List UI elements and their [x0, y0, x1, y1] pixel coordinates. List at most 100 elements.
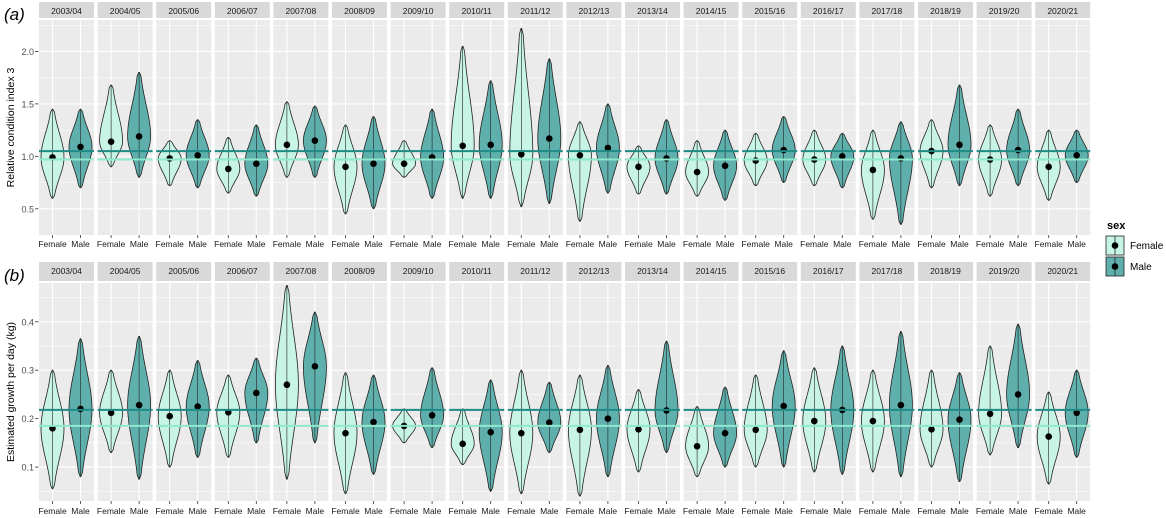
facet-strip-label: 2012/13: [579, 6, 610, 16]
x-tick-label: Male: [71, 239, 90, 249]
facet-2004-05: 2004/05 Female Male: [97, 262, 153, 516]
panel-background: [742, 20, 798, 235]
facet-strip: [390, 262, 446, 281]
x-tick-label: Female: [38, 506, 67, 516]
facet-strip: [918, 2, 973, 18]
facet-strip: [976, 262, 1032, 281]
mean-point-male: [311, 137, 319, 144]
x-tick-label: Female: [800, 239, 829, 249]
mean-point-male: [546, 419, 553, 426]
x-tick-label: Female: [273, 506, 302, 516]
mean-point-female: [693, 442, 701, 450]
panel-background: [156, 20, 212, 235]
y-axis-title: Estimated growth per day (kg): [5, 322, 17, 462]
x-tick-label: Male: [540, 506, 559, 516]
mean-point-male: [721, 162, 729, 170]
facet-2013-14: 2013/14 Female Male: [624, 262, 680, 516]
x-tick-label: Female: [156, 506, 185, 516]
facet-strip-label: 2006/07: [227, 266, 258, 276]
facet-2007-08: 2007/08 Female Male: [273, 2, 329, 249]
facet-2007-08: 2007/08 Female Male: [273, 262, 329, 516]
mean-point-male: [780, 402, 787, 410]
facet-strip-label: 2006/07: [227, 6, 258, 16]
facet-2014-15: 2014/15 Female Male: [683, 262, 739, 516]
x-tick-label: Male: [1009, 506, 1028, 516]
x-tick-label: Male: [599, 506, 618, 516]
mean-point-male: [311, 363, 319, 370]
x-tick-label: Female: [624, 506, 653, 516]
facet-strip-label: 2017/18: [872, 266, 903, 276]
facet-2010-11: 2010/11 Female Male: [449, 262, 505, 516]
facet-2015-16: 2015/16 Female Male: [742, 2, 798, 249]
x-tick-label: Female: [683, 506, 712, 516]
mean-point-female: [811, 417, 818, 425]
x-tick-label: Female: [156, 239, 185, 249]
facet-2005-06: 2005/06 Female Male: [156, 2, 212, 249]
facet-strip: [800, 262, 856, 281]
x-tick-label: Female: [800, 506, 829, 516]
x-tick-label: Female: [390, 506, 419, 516]
mean-point-male: [487, 428, 495, 436]
x-tick-label: Female: [273, 239, 302, 249]
facet-strip: [976, 2, 1032, 18]
facet-strip-label: 2003/04: [51, 6, 82, 16]
facet-strip-label: 2004/05: [110, 266, 141, 276]
facet-strip: [214, 2, 270, 18]
facet-strip: [214, 262, 270, 281]
x-tick-label: Male: [1067, 239, 1086, 249]
mean-point-female: [225, 165, 232, 173]
facet-strip: [97, 262, 153, 281]
facet-2012-13: 2012/13 Female Male: [566, 262, 622, 516]
facet-strip-label: 2011/12: [520, 6, 550, 16]
facet-strip: [449, 262, 505, 281]
facet-strip: [683, 2, 739, 18]
mean-point-male: [194, 403, 201, 410]
facet-strip: [683, 262, 739, 281]
panel-background: [1035, 20, 1091, 235]
facet-2003-04: 2003/04 Female Male: [38, 2, 94, 249]
facet-strip: [390, 2, 446, 18]
facet-strip: [1035, 262, 1091, 281]
facet-strip-label: 2018/19: [930, 266, 961, 276]
mean-point-male: [77, 143, 84, 151]
x-tick-label: Female: [742, 506, 771, 516]
mean-point-female: [986, 410, 994, 418]
mean-point-male: [487, 141, 495, 149]
x-tick-label: Male: [716, 239, 735, 249]
chart-row-1: (b) Estimated growth per day (kg) 0.1 0.2 0.…: [4, 262, 1091, 516]
y-tick-label: 1.0: [21, 152, 34, 162]
mean-point-male: [604, 144, 612, 152]
facet-strip: [859, 2, 915, 18]
x-tick-label: Male: [247, 239, 266, 249]
facet-strip-label: 2018/19: [930, 6, 961, 16]
facet-2013-14: 2013/14 Female Male: [624, 2, 680, 249]
legend: sex Female Male: [1105, 220, 1164, 277]
legend-label-female: Female: [1130, 241, 1164, 252]
mean-point-female: [693, 168, 701, 176]
facet-strip-label: 2019/20: [989, 266, 1020, 276]
facet-strip: [859, 262, 915, 281]
mean-point-female: [1045, 433, 1052, 440]
facet-strip: [332, 2, 387, 18]
facet-strip-label: 2016/17: [813, 266, 844, 276]
x-tick-label: Male: [833, 239, 852, 249]
mean-point-female: [576, 426, 584, 434]
facet-strip-label: 2019/20: [989, 6, 1020, 16]
facet-strip: [273, 2, 329, 18]
facet-2017-18: 2017/18 Female Male: [859, 2, 915, 249]
facet-strip-label: 2007/08: [286, 6, 317, 16]
y-tick-label: 0.1: [21, 463, 34, 473]
facet-strip: [800, 2, 856, 18]
mean-point-male: [252, 160, 260, 167]
mean-point-female: [869, 417, 877, 425]
facet-strip: [507, 2, 563, 18]
facet-strip-label: 2009/10: [403, 6, 434, 16]
y-tick-label: 0.5: [21, 204, 34, 214]
x-tick-label: Female: [742, 239, 771, 249]
mean-point-female: [1045, 163, 1052, 171]
mean-point-female: [459, 440, 467, 448]
facet-2018-19: 2018/19 Female Male: [917, 262, 973, 516]
panel-background: [683, 283, 739, 501]
x-tick-label: Female: [97, 506, 126, 516]
x-tick-label: Male: [716, 506, 735, 516]
